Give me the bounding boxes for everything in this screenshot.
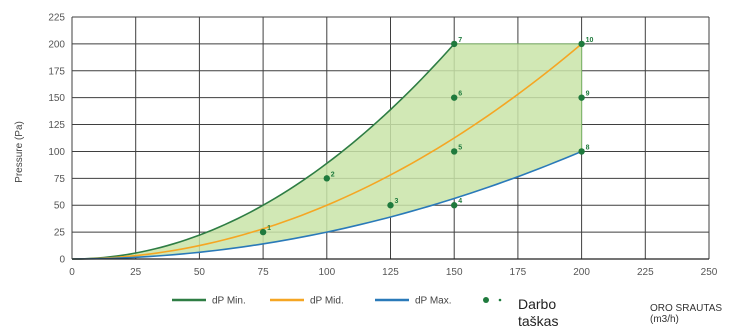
operating-point-label-6: 6	[458, 91, 462, 98]
operating-point-label-7: 7	[458, 37, 462, 44]
legend-label-dp-mid: dP Mid.	[310, 296, 344, 307]
x-tick-label: 75	[258, 267, 270, 278]
operating-point-9	[578, 94, 585, 101]
x-tick-label: 150	[446, 267, 463, 278]
x-tick-label: 250	[701, 267, 718, 278]
series-lines	[71, 43, 583, 260]
operating-point-6	[451, 94, 458, 101]
y-axis-label: Pressure (Pa)	[14, 121, 25, 183]
operating-point-2	[323, 175, 330, 182]
operating-point-1	[259, 228, 267, 236]
operating-point-4	[451, 202, 458, 209]
x-axis-label: ORO SRAUTAS (m3/h)	[650, 303, 723, 325]
legend: dP Min. dP Mid. dP Max.	[172, 296, 502, 307]
y-tick-label: 225	[48, 13, 65, 24]
y-tick-label: 150	[48, 93, 65, 104]
operating-point-label-8: 8	[586, 144, 590, 151]
legend-operating-point-marker	[483, 297, 489, 303]
legend-label-dp-max: dP Max.	[415, 296, 452, 307]
legend-label-dp-min: dP Min.	[212, 296, 246, 307]
x-tick-label: 200	[573, 267, 590, 278]
operating-point-7	[451, 40, 458, 48]
operating-point-label-10: 10	[586, 37, 594, 44]
series-line-dp-mid	[71, 43, 583, 260]
x-tick-label: 25	[130, 267, 142, 278]
legend-operating-point-dot	[498, 298, 502, 302]
x-tick-label: 0	[69, 267, 75, 278]
operating-point-8	[578, 148, 585, 155]
y-tick-label: 175	[48, 66, 65, 77]
operating-point-label-4: 4	[458, 198, 462, 205]
operating-point-label-3: 3	[395, 198, 399, 205]
y-tick-label: 75	[54, 174, 66, 185]
y-tick-label: 50	[54, 201, 66, 212]
x-tick-label: 50	[194, 267, 206, 278]
operating-points: 1 2 3 4 5 6 7 8 9 10	[259, 37, 594, 236]
operating-point-label-1: 1	[267, 225, 271, 232]
legend-operating-point-label: Darbo taškas	[518, 296, 559, 329]
series-line-dp-min	[71, 43, 455, 260]
y-tick-label: 0	[59, 255, 65, 266]
y-tick-label: 200	[48, 39, 65, 50]
operating-point-label-9: 9	[586, 91, 590, 98]
operating-point-10	[578, 40, 585, 48]
operating-point-label-5: 5	[458, 144, 462, 151]
operating-point-5	[451, 148, 458, 155]
operating-point-3	[387, 202, 394, 209]
y-tick-labels: 0 25 50 75 100 125 150 175 200 225	[48, 13, 65, 266]
x-tick-label: 175	[510, 267, 527, 278]
y-tick-label: 25	[54, 228, 66, 239]
y-tick-label: 100	[48, 147, 65, 158]
x-tick-label: 225	[637, 267, 654, 278]
y-tick-label: 125	[48, 120, 65, 131]
x-tick-label: 100	[318, 267, 335, 278]
operating-point-label-2: 2	[331, 171, 335, 178]
series-line-dp-max	[71, 150, 582, 260]
x-tick-label: 125	[382, 267, 399, 278]
x-tick-labels: 0 25 50 75 100 125 150 175 200 225 250	[69, 267, 718, 278]
